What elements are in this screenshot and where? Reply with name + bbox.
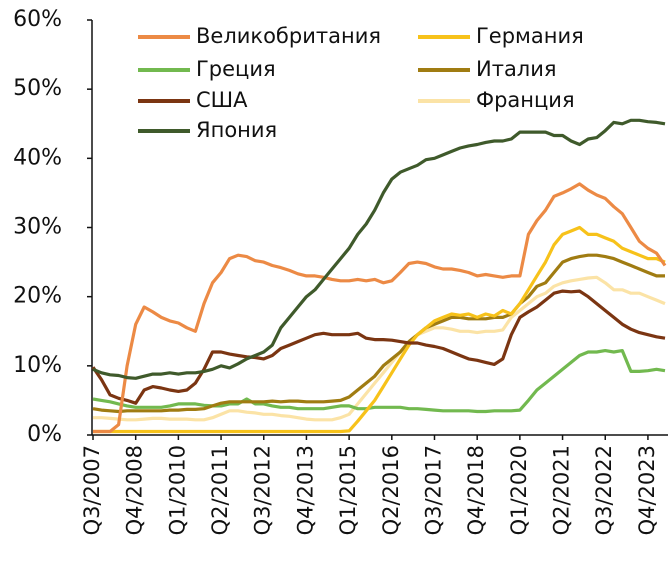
legend-label: Япония xyxy=(196,118,277,142)
series-line xyxy=(92,118,666,380)
y-tick-label: 0% xyxy=(27,422,62,447)
x-tick-label: Q4/2023 xyxy=(635,445,659,535)
y-tick-label: 10% xyxy=(13,353,62,378)
x-tick-label: Q4/2013 xyxy=(293,445,317,535)
y-tick-label: 30% xyxy=(13,215,62,240)
y-tick-label: 50% xyxy=(13,76,62,101)
x-tick-label: Q2/2016 xyxy=(379,445,403,535)
legend-label: Германия xyxy=(476,24,584,48)
x-tick-label: Q2/2011 xyxy=(208,445,232,535)
legend-label: Греция xyxy=(196,57,276,81)
x-tick-label: Q2/2021 xyxy=(550,445,574,535)
x-tick-label: Q3/2022 xyxy=(592,445,616,535)
x-tick-label: Q3/2017 xyxy=(421,445,445,535)
y-tick-label: 40% xyxy=(13,145,62,170)
legend-label: США xyxy=(196,88,248,112)
series-line xyxy=(91,289,666,405)
series-line xyxy=(93,275,666,422)
y-tick-label: 60% xyxy=(13,7,62,32)
x-tick-label: Q4/2008 xyxy=(123,445,147,535)
series-line xyxy=(92,253,665,414)
x-tick-label: Q1/2010 xyxy=(165,445,189,535)
x-tick-label: Q1/2015 xyxy=(336,445,360,535)
legend-label: Великобритания xyxy=(196,24,381,48)
x-tick-label: Q3/2012 xyxy=(251,445,275,535)
series-line xyxy=(93,225,666,434)
legend-label: Италия xyxy=(476,57,557,81)
legend-label: Франция xyxy=(476,88,575,112)
x-tick-label: Q3/2007 xyxy=(80,445,104,535)
series-line xyxy=(93,182,667,434)
y-tick-label: 20% xyxy=(13,284,62,309)
x-tick-label: Q1/2020 xyxy=(507,445,531,535)
series-line xyxy=(92,349,666,414)
x-tick-label: Q4/2018 xyxy=(464,445,488,535)
